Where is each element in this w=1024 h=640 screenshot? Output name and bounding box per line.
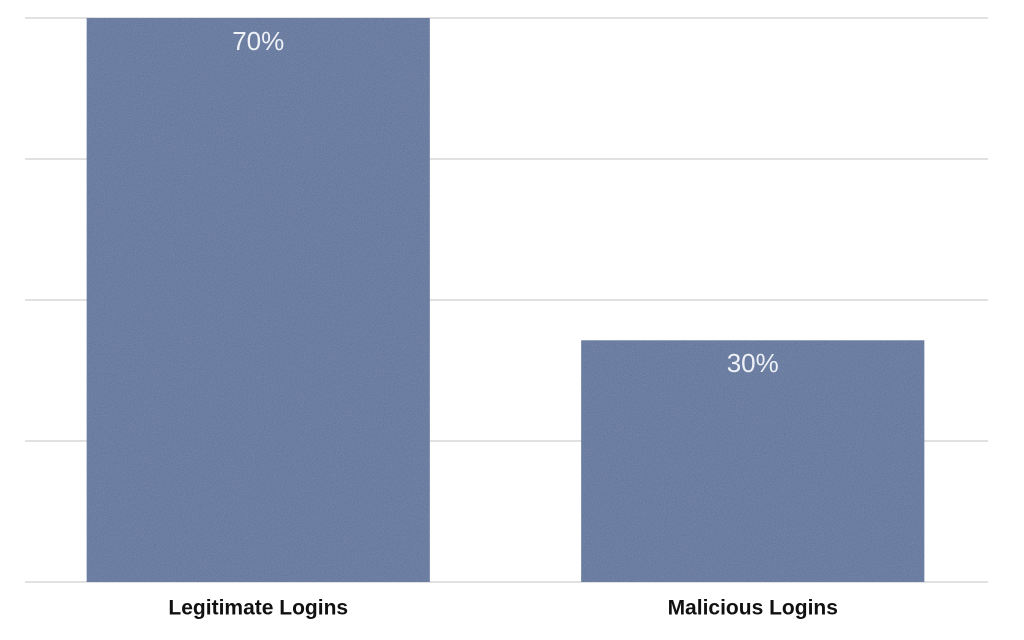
bar [86,18,430,582]
value-label: 30% [727,348,779,378]
x-tick-label: Malicious Logins [668,597,838,620]
x-tick-label: Legitimate Logins [168,597,348,620]
bar [581,340,925,582]
value-label: 70% [232,26,284,56]
